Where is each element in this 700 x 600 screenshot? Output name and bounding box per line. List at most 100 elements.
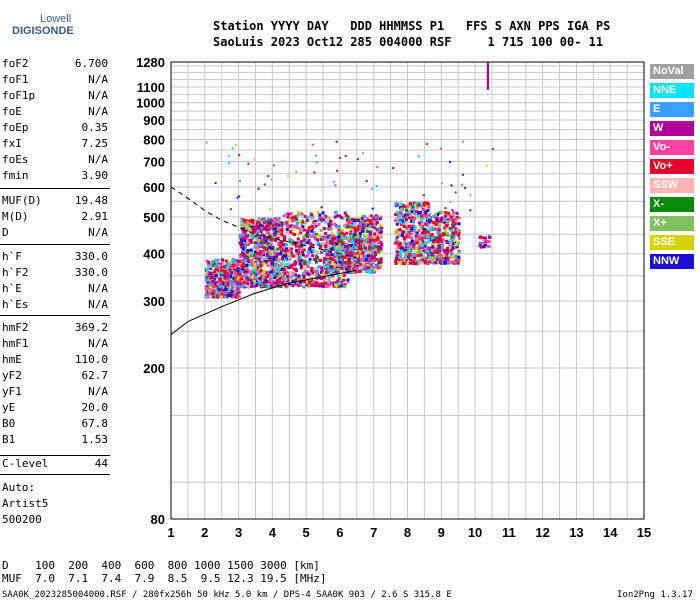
echo-point	[331, 237, 335, 241]
echo-point	[412, 262, 416, 265]
echo-point	[207, 283, 211, 286]
echo-point	[303, 262, 307, 266]
echo-point	[307, 281, 311, 285]
echo-point	[443, 229, 447, 233]
echo-point	[417, 228, 421, 232]
echo-point	[280, 280, 284, 284]
echo-point	[293, 216, 297, 220]
echo-point	[290, 247, 294, 251]
echo-point	[365, 216, 369, 220]
echo-point	[257, 217, 261, 221]
echo-point	[422, 234, 426, 238]
echo-point	[417, 254, 421, 257]
x-tick-label: 8	[404, 525, 411, 540]
echo-point	[301, 220, 305, 224]
param-name: hmF1	[2, 337, 29, 350]
echo-point	[350, 257, 354, 261]
echo-point	[327, 273, 330, 277]
echo-point	[409, 219, 413, 223]
echo-point	[259, 276, 263, 280]
echo-point	[436, 236, 440, 240]
param-name: hmF2	[2, 321, 29, 334]
echo-point	[404, 258, 408, 262]
echo-point	[442, 220, 446, 224]
echo-point	[245, 276, 249, 280]
echo-point	[261, 224, 264, 228]
echo-point	[400, 219, 404, 223]
echo-point	[327, 284, 330, 288]
echo-point	[215, 280, 219, 284]
echo-point	[277, 238, 281, 242]
echo-point	[327, 244, 331, 248]
echo-point	[398, 220, 402, 224]
echo-point	[433, 255, 437, 259]
echo-point	[374, 265, 378, 268]
echo-point	[250, 258, 254, 262]
echo-point	[299, 259, 303, 263]
echo-point	[243, 231, 247, 235]
legend-item-nne: NNE	[650, 83, 694, 98]
echo-point	[361, 215, 365, 218]
echo-point	[377, 217, 381, 221]
echo-point	[368, 225, 372, 229]
echo-point	[305, 218, 309, 222]
echo-point	[242, 218, 246, 222]
echo-point	[264, 260, 268, 264]
echo-point	[434, 239, 438, 242]
echo-point	[326, 256, 330, 260]
echo-point	[376, 241, 380, 245]
echo-point	[413, 217, 417, 220]
echo-point	[411, 205, 415, 209]
echo-point	[257, 226, 261, 230]
echo-point	[215, 295, 219, 298]
echo-point	[399, 262, 403, 265]
echo-point	[298, 220, 302, 224]
echo-point	[322, 274, 326, 278]
param-value: 19.48	[74, 194, 108, 207]
echo-point	[246, 285, 250, 289]
echo-point	[401, 230, 405, 234]
echo-point	[446, 220, 450, 223]
echo-point	[231, 294, 235, 298]
echo-point	[335, 284, 339, 288]
echo-point	[324, 231, 328, 235]
echo-point	[441, 220, 445, 224]
echo-point	[407, 210, 411, 213]
echo-point	[305, 272, 309, 276]
echo-point	[280, 242, 284, 246]
echo-point	[353, 238, 357, 242]
echo-point	[417, 221, 421, 225]
echo-point	[231, 265, 235, 269]
echo-point	[261, 280, 264, 284]
echo-point	[299, 240, 303, 244]
echo-point	[416, 212, 420, 216]
echo-point	[379, 257, 383, 261]
echo-point	[207, 261, 211, 265]
echo-point	[244, 237, 248, 241]
echo-point	[379, 260, 383, 264]
echo-point	[446, 232, 449, 236]
echo-point	[243, 221, 247, 225]
echo-point	[281, 235, 285, 239]
echo-point	[365, 230, 369, 233]
echo-point	[322, 243, 326, 247]
echo-point	[245, 255, 249, 259]
param-name: C-level	[2, 457, 49, 470]
echo-point	[379, 240, 383, 244]
echo-point	[422, 249, 426, 253]
echo-point	[441, 232, 445, 235]
echo-point	[308, 257, 312, 261]
echo-point	[237, 274, 241, 278]
legend-item-sse: SSE	[650, 235, 694, 250]
echo-point	[340, 255, 344, 259]
echo-point	[280, 228, 284, 232]
echo-point	[418, 234, 422, 238]
echo-point	[249, 229, 253, 233]
echo-point	[418, 243, 422, 247]
echo-point	[253, 262, 257, 266]
echo-point	[326, 262, 330, 266]
echo-point	[457, 222, 461, 226]
echo-point	[227, 278, 231, 281]
echo-point	[205, 286, 209, 290]
echo-point	[306, 235, 310, 238]
